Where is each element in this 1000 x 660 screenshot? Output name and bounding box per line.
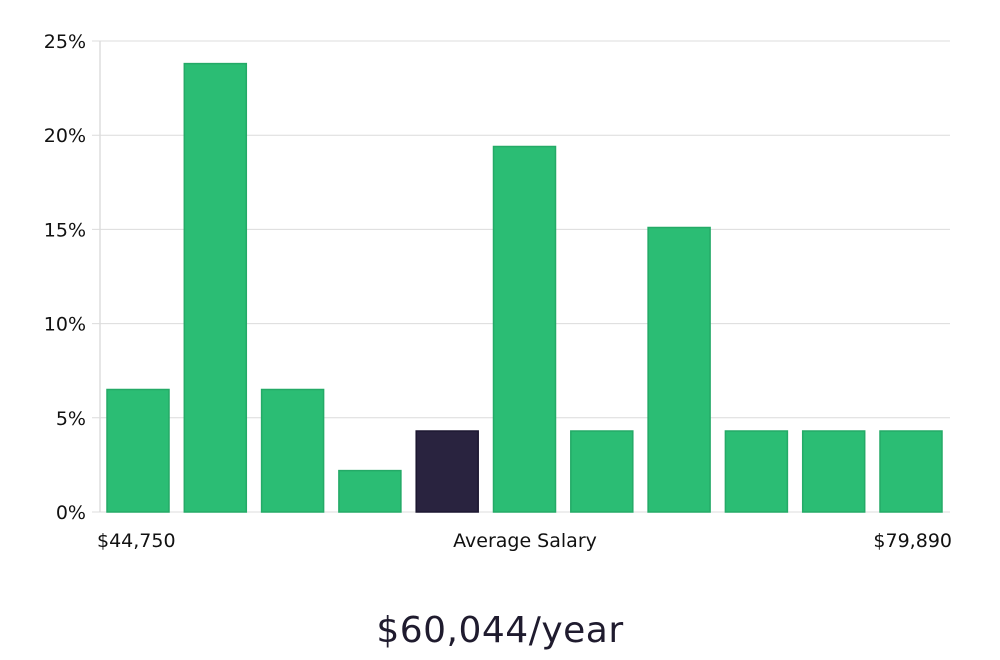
x-label-average-salary: Average Salary (453, 530, 597, 552)
bars-layer (106, 62, 943, 513)
y-tick-label: 0% (56, 502, 86, 524)
bar (260, 388, 325, 513)
y-tick-label: 10% (44, 314, 86, 336)
x-label-min-salary: $44,750 (97, 530, 176, 552)
bar (647, 226, 711, 513)
bar (801, 430, 866, 513)
bar (492, 145, 557, 513)
bar-average-salary (415, 430, 479, 513)
salary-distribution-chart: 0% 5% 10% 15% 20% 25% $44,750 Average Salary … (44, 31, 952, 552)
y-tick-label: 20% (44, 125, 86, 147)
bar (183, 62, 248, 513)
bar (106, 388, 170, 513)
y-axis-ticks: 0% 5% 10% 15% 20% 25% (44, 31, 86, 524)
chart-svg: 0% 5% 10% 15% 20% 25% $44,750 Average Salary … (44, 31, 952, 552)
y-tick-label: 5% (56, 408, 86, 430)
y-tick-label: 25% (44, 31, 86, 53)
y-tick-label: 15% (44, 219, 86, 241)
x-axis-labels: $44,750 Average Salary $79,890 (97, 530, 952, 552)
average-salary-value: $60,044/year (376, 610, 624, 651)
bar (879, 430, 943, 513)
bar (570, 430, 634, 513)
x-label-max-salary: $79,890 (873, 530, 952, 552)
bar (724, 430, 789, 513)
bar (338, 469, 402, 513)
